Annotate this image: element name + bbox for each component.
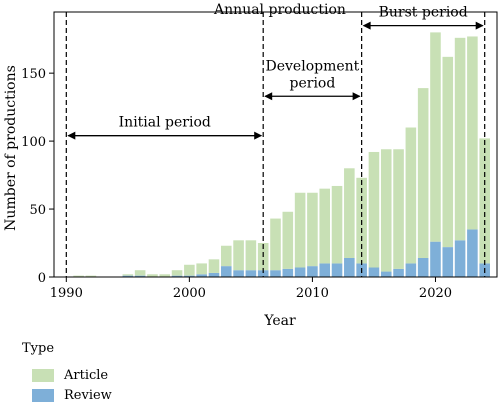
bar-article-1992 xyxy=(85,275,97,277)
legend: Type Article Review xyxy=(22,341,112,405)
bar-article-2013 xyxy=(344,168,355,258)
period-label-0: Initial period xyxy=(119,115,211,131)
x-tick-label-2000: 2000 xyxy=(173,286,206,301)
bar-review-2001 xyxy=(196,274,207,277)
legend-swatch-article xyxy=(32,368,54,382)
y-axis-label: Number of productions xyxy=(3,65,19,231)
bar-article-1999 xyxy=(171,270,183,276)
chart-title: Annual production xyxy=(213,2,346,18)
y-tick-label-100: 100 xyxy=(21,135,46,150)
plot-frame xyxy=(53,11,498,278)
bar-review-2003 xyxy=(220,266,232,277)
bar-article-2015 xyxy=(368,151,380,268)
bar-review-2022 xyxy=(454,240,466,277)
legend-item-review: Review xyxy=(32,385,112,405)
bar-article-2010 xyxy=(307,192,318,267)
bar-article-1997 xyxy=(147,274,158,277)
x-tick-label-2020: 2020 xyxy=(419,286,452,301)
bar-article-2004 xyxy=(233,240,244,271)
bar-article-2005 xyxy=(245,240,257,271)
bar-article-1995 xyxy=(122,274,134,276)
axes-layer: 1990 2000 2010 2020 0 50 100 150 xyxy=(21,11,498,301)
bar-review-2008 xyxy=(282,268,294,277)
bar-article-2002 xyxy=(208,259,220,273)
bar-article-2020 xyxy=(430,32,441,242)
bar-article-2019 xyxy=(417,88,429,258)
bar-review-2018 xyxy=(405,263,417,277)
bar-review-2013 xyxy=(344,257,355,277)
bar-review-2004 xyxy=(233,270,244,277)
bar-review-2011 xyxy=(319,263,331,277)
period-arrow-head-right-1 xyxy=(352,92,361,101)
bar-review-2015 xyxy=(368,267,380,277)
period-label-2: Burst period xyxy=(379,5,468,21)
x-tick-label-2010: 2010 xyxy=(296,286,329,301)
bar-review-2002 xyxy=(208,272,220,277)
bar-review-2006 xyxy=(257,270,269,277)
legend-label-review: Review xyxy=(64,387,112,403)
y-tick-label-50: 50 xyxy=(29,203,46,218)
legend-swatch-review xyxy=(32,388,54,402)
bar-article-2017 xyxy=(393,149,404,269)
x-axis-label: Year xyxy=(263,313,296,329)
bar-article-2001 xyxy=(196,263,207,275)
bar-review-1995 xyxy=(122,275,134,277)
period-arrow-head-right-0 xyxy=(254,131,263,140)
bar-article-2000 xyxy=(184,264,195,276)
bar-review-2010 xyxy=(307,266,318,277)
period-label-1: Development xyxy=(266,58,360,74)
bar-review-2023 xyxy=(467,229,478,277)
bar-article-2011 xyxy=(319,188,331,264)
legend-label-article: Article xyxy=(64,367,109,383)
bar-article-2008 xyxy=(282,211,294,269)
bar-review-2012 xyxy=(331,263,343,277)
bar-article-2023 xyxy=(467,36,478,230)
bar-review-2000 xyxy=(184,275,195,277)
bar-article-2009 xyxy=(294,192,306,268)
bar-review-1999 xyxy=(171,275,183,277)
bar-article-2022 xyxy=(454,37,466,241)
bar-article-1991 xyxy=(73,275,84,277)
bar-article-1998 xyxy=(159,274,171,277)
bar-review-2019 xyxy=(417,257,429,277)
bar-review-2016 xyxy=(380,271,392,277)
bar-article-2021 xyxy=(442,56,454,248)
period-arrow-head-left-2 xyxy=(362,21,371,30)
bar-article-2016 xyxy=(380,149,392,272)
bar-article-1996 xyxy=(134,270,146,276)
bar-review-1996 xyxy=(134,275,146,277)
bar-article-2018 xyxy=(405,127,417,264)
bar-article-2012 xyxy=(331,185,343,264)
legend-item-article: Article xyxy=(32,365,112,385)
bar-review-2021 xyxy=(442,247,454,277)
bar-review-2007 xyxy=(270,270,281,277)
bar-review-2020 xyxy=(430,241,441,277)
y-tick-label-0: 0 xyxy=(38,271,46,286)
period-label2-1: period xyxy=(290,75,336,91)
legend-title: Type xyxy=(22,341,55,356)
bar-review-2005 xyxy=(245,270,257,277)
bar-article-2007 xyxy=(270,218,281,271)
bar-article-2003 xyxy=(220,245,232,267)
bar-review-2009 xyxy=(294,267,306,277)
period-arrow-head-left-0 xyxy=(67,131,76,140)
bar-review-2017 xyxy=(393,268,404,277)
period-arrow-head-right-2 xyxy=(475,21,484,30)
x-tick-label-1990: 1990 xyxy=(50,286,83,301)
period-arrow-head-left-1 xyxy=(264,92,273,101)
y-tick-label-150: 150 xyxy=(21,67,46,82)
